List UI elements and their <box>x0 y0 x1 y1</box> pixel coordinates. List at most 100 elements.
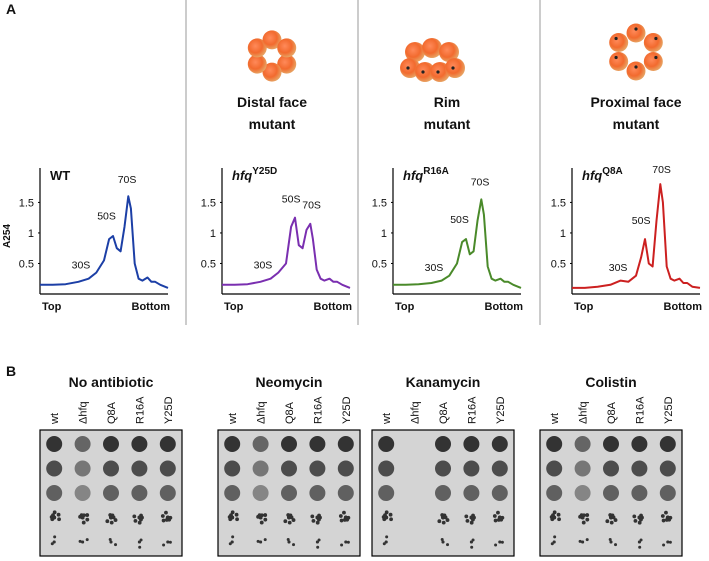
x-end-label: Bottom <box>485 301 524 313</box>
strain-label: R16A <box>312 396 324 424</box>
spot <box>159 436 176 452</box>
dot <box>614 55 618 60</box>
colony <box>133 518 138 523</box>
colony <box>53 535 57 539</box>
colony <box>85 538 89 542</box>
subunit <box>445 58 465 78</box>
strain-label: wt <box>49 413 61 425</box>
spot <box>131 460 148 477</box>
dot <box>634 65 638 69</box>
column-header: mutant <box>613 116 660 132</box>
colony <box>108 538 112 542</box>
colony <box>259 540 263 544</box>
colony <box>552 510 557 515</box>
subunit <box>277 54 297 74</box>
y-tick-label: 0.5 <box>372 258 387 270</box>
plate-title: No antibiotic <box>69 374 154 390</box>
column-header: mutant <box>424 116 471 132</box>
spot <box>546 485 563 501</box>
colony <box>230 510 235 515</box>
y-axis-label: A254 <box>2 224 13 248</box>
profile-line <box>572 183 701 289</box>
peak-label: 30S <box>254 259 273 271</box>
colony <box>632 514 637 519</box>
spot <box>435 485 451 501</box>
x-start-label: Top <box>42 301 62 313</box>
spot <box>546 460 563 477</box>
title-superscript: R16A <box>423 166 449 177</box>
column-header: Proximal face <box>590 94 681 110</box>
colony <box>494 543 498 547</box>
colony <box>286 538 290 542</box>
colony <box>310 514 315 519</box>
colony <box>384 540 388 544</box>
spot <box>546 436 563 452</box>
subunit <box>609 33 629 52</box>
colony <box>164 518 169 522</box>
colony <box>164 510 168 515</box>
y-tick-label: 1 <box>560 228 566 240</box>
spot <box>337 485 354 501</box>
strain-label: Δhfq <box>256 401 268 424</box>
colony <box>109 520 114 525</box>
spot <box>659 460 676 477</box>
subunit <box>247 38 267 58</box>
colony <box>551 513 555 518</box>
spot <box>74 485 91 501</box>
dot <box>406 66 410 70</box>
colony <box>553 535 557 539</box>
colony <box>470 545 474 549</box>
subunit <box>247 54 267 74</box>
colony <box>137 540 141 544</box>
dot <box>614 36 618 41</box>
profile-line <box>40 195 169 289</box>
colony <box>492 514 497 518</box>
spot <box>74 460 91 477</box>
strain-label: Y25D <box>495 396 507 424</box>
peak-label: 30S <box>72 259 91 271</box>
strain-label: wt <box>549 413 561 425</box>
title-superscript: Y25D <box>252 166 277 177</box>
spot <box>574 485 591 501</box>
colony <box>388 512 393 517</box>
subunit <box>430 62 450 82</box>
colony <box>263 513 268 517</box>
colony <box>228 542 232 546</box>
strain-label: Δhfq <box>78 401 90 424</box>
colony <box>81 520 86 525</box>
strain-label: Q8A <box>106 401 118 424</box>
peak-label: 50S <box>282 193 301 205</box>
colony <box>315 540 319 544</box>
chart-title: hfqR16A <box>403 166 449 183</box>
subunit <box>422 38 442 58</box>
colony <box>292 543 296 547</box>
colony <box>81 540 85 544</box>
dot <box>436 70 440 74</box>
profile-line <box>222 216 351 289</box>
dot <box>654 36 658 41</box>
x-end-label: Bottom <box>314 301 353 313</box>
spot <box>46 436 63 452</box>
colony <box>256 539 260 543</box>
colony <box>608 538 612 542</box>
colony <box>661 518 666 523</box>
spot <box>378 460 395 477</box>
strain-label: Δhfq <box>578 401 590 424</box>
spot <box>603 485 619 501</box>
colony <box>287 540 291 544</box>
colony <box>346 540 350 544</box>
colony <box>338 514 343 518</box>
subunit <box>609 52 629 71</box>
colony <box>443 515 448 520</box>
subunit <box>415 62 435 82</box>
colony <box>637 520 642 525</box>
spot <box>435 460 451 477</box>
y-tick-label: 1.5 <box>201 197 216 209</box>
colony <box>609 520 614 525</box>
peak-label: 70S <box>302 200 321 212</box>
colony <box>137 520 142 525</box>
colony <box>471 517 475 522</box>
column-header: mutant <box>249 116 296 132</box>
colony <box>605 519 610 524</box>
